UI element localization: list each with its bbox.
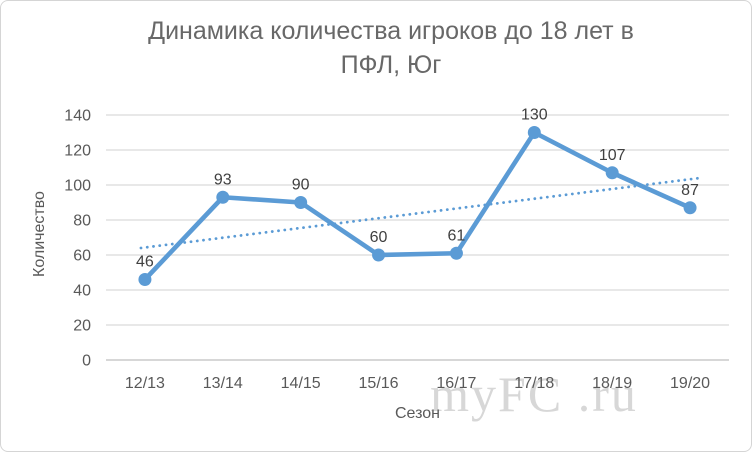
data-label: 87 — [681, 182, 699, 199]
x-tick-label: 15/16 — [359, 375, 399, 392]
x-tick-label: 16/17 — [436, 375, 476, 392]
gridlines — [106, 114, 729, 361]
data-label: 93 — [214, 171, 232, 188]
chart-title-line-2: ПФЛ, Юг — [340, 51, 442, 79]
data-label: 107 — [599, 147, 626, 164]
x-tick-label: 18/19 — [592, 375, 632, 392]
y-tick-label: 40 — [73, 283, 91, 300]
y-tick-label: 80 — [73, 213, 91, 230]
watermark: myFC .ru — [430, 366, 638, 422]
data-label: 130 — [521, 107, 548, 124]
data-point-marker — [216, 190, 230, 204]
x-tick-label: 17/18 — [514, 375, 554, 392]
y-tick-label: 100 — [64, 178, 91, 195]
y-axis-title-label: Количество — [31, 191, 48, 277]
data-label: 60 — [370, 229, 388, 246]
x-axis-title: Сезон — [395, 405, 440, 422]
series-line — [142, 130, 693, 282]
trendline — [139, 176, 702, 250]
data-point-marker — [527, 126, 541, 139]
data-point-marker — [372, 248, 386, 262]
data-point-marker — [449, 246, 463, 260]
data-label: 61 — [448, 227, 466, 244]
series-markers — [138, 126, 697, 286]
y-tick-label: 140 — [64, 108, 91, 125]
data-label: 46 — [136, 254, 154, 271]
chart-title: Динамика количества игроков до 18 лет в … — [41, 14, 741, 82]
data-point-marker — [138, 273, 152, 286]
y-tick-label: 0 — [82, 353, 91, 370]
data-point-marker — [605, 166, 619, 180]
x-tick-label: 14/15 — [281, 375, 321, 392]
y-axis-tick-labels: 0 20 40 60 80 100 120 140 — [64, 108, 91, 370]
x-tick-label: 12/13 — [125, 375, 165, 392]
y-tick-label: 60 — [73, 248, 91, 265]
data-label: 90 — [292, 177, 310, 194]
data-labels: 46 93 90 60 61 130 107 87 — [136, 107, 699, 271]
x-axis-tick-labels: 12/13 13/14 14/15 15/16 16/17 17/18 18/19 19/20 — [125, 375, 710, 392]
y-tick-label: 120 — [64, 143, 91, 160]
x-tick-label: 19/20 — [670, 375, 710, 392]
chart-title-line-1: Динамика количества игроков до 18 лет в — [148, 17, 634, 45]
data-point-marker — [683, 201, 697, 215]
data-point-marker — [294, 196, 308, 209]
y-tick-label: 20 — [73, 318, 91, 335]
x-tick-label: 13/14 — [203, 375, 243, 392]
